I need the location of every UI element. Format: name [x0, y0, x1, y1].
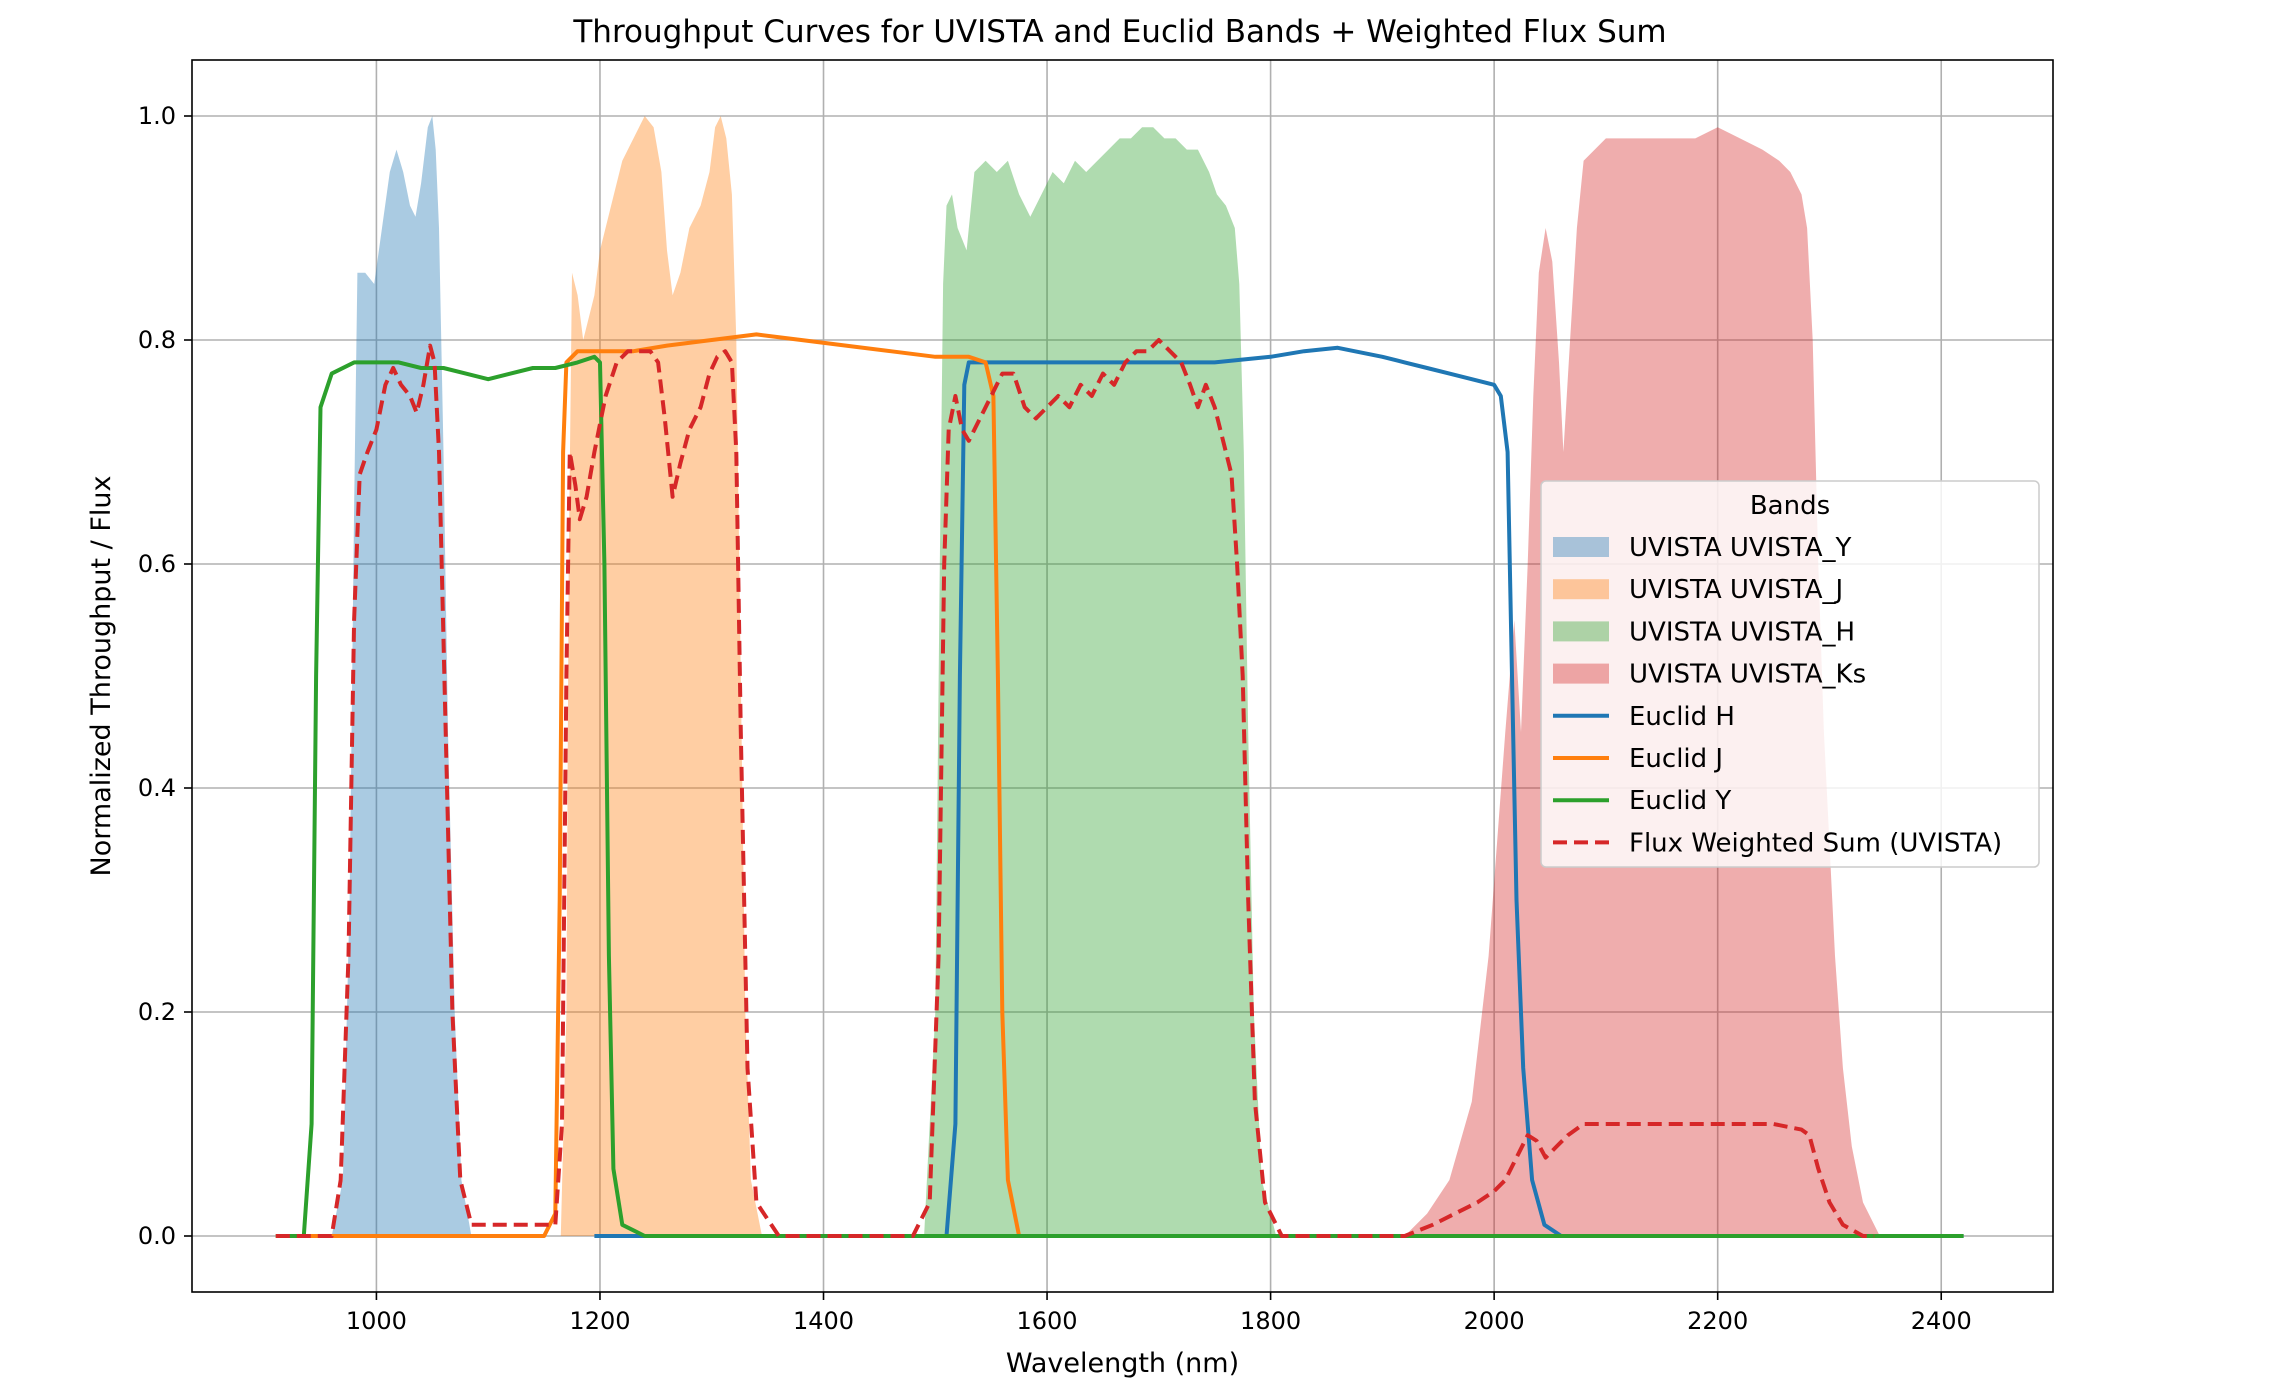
x-tick-label-6: 2200 — [1687, 1307, 1748, 1335]
y-tick-label-0: 0.0 — [138, 1222, 176, 1250]
y-tick-label-5: 1.0 — [138, 102, 176, 130]
y-tick-label-3: 0.6 — [138, 550, 176, 578]
x-tick-label-4: 1800 — [1240, 1307, 1301, 1335]
euclid-band-lines — [275, 332, 1964, 1238]
legend-swatch-uvista-uvista-ks — [1553, 663, 1609, 684]
y-axis-label: Normalized Throughput / Flux — [86, 476, 117, 877]
x-tick-label-3: 1600 — [1017, 1307, 1078, 1335]
legend-swatch-uvista-uvista-h — [1553, 621, 1609, 642]
chart-title: Throughput Curves for UVISTA and Euclid … — [572, 14, 1666, 50]
x-tick-label-7: 2400 — [1911, 1307, 1972, 1335]
series-line-euclid-j — [275, 332, 1081, 1238]
y-tick-label-2: 0.4 — [138, 774, 176, 802]
plot-frame — [191, 59, 2054, 1293]
legend-label-euclid-y: Euclid Y — [1629, 786, 1731, 816]
x-tick-label-1: 1200 — [569, 1307, 630, 1335]
y-tick-label-4: 0.8 — [138, 326, 176, 354]
legend-label-euclid-h: Euclid H — [1629, 702, 1735, 732]
legend-label-uvista-uvista-h: UVISTA UVISTA_H — [1629, 617, 1855, 647]
x-tick-label-2: 1400 — [793, 1307, 854, 1335]
legend-box — [1540, 480, 2040, 868]
legend-label-uvista-uvista-j: UVISTA UVISTA_J — [1629, 575, 1843, 605]
x-tick-label-0: 1000 — [346, 1307, 407, 1335]
legend-title: Bands — [1750, 491, 1830, 521]
series-area-uvista-uvista-h — [924, 127, 1277, 1237]
series-line-euclid-h — [594, 345, 1964, 1238]
series-area-uvista-uvista-j — [560, 116, 762, 1236]
y-tick-label-1: 0.2 — [138, 998, 176, 1026]
legend-label-flux-weighted-sum-uvista: Flux Weighted Sum (UVISTA) — [1629, 828, 2002, 858]
legend-swatch-uvista-uvista-j — [1553, 579, 1609, 600]
axis-ticks: 1000 1200 1400 1600 1800 2000 2200 2400 0.0 0.2 0.… — [138, 102, 1972, 1335]
x-tick-label-5: 2000 — [1464, 1307, 1525, 1335]
x-axis-label: Wavelength (nm) — [1006, 1348, 1239, 1379]
legend-label-uvista-uvista-y: UVISTA UVISTA_Y — [1629, 533, 1852, 563]
legend-items: UVISTA UVISTA_Y UVISTA UVISTA_J UVISTA UVI… — [1553, 533, 2002, 858]
grid-lines — [192, 60, 2053, 1292]
legend-label-euclid-j: Euclid J — [1629, 744, 1723, 774]
legend-swatch-uvista-uvista-y — [1553, 537, 1609, 557]
legend-label-uvista-uvista-ks: UVISTA UVISTA_Ks — [1629, 660, 1866, 690]
series-line-euclid-y — [275, 354, 1964, 1238]
